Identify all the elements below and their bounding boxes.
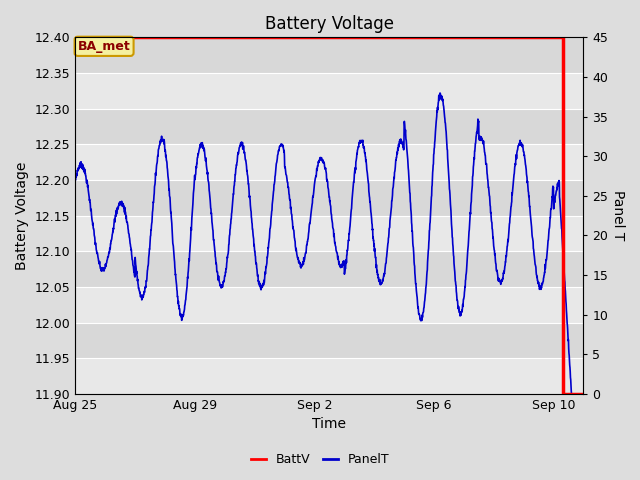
Text: BA_met: BA_met	[77, 40, 131, 53]
Bar	[75, 37, 584, 73]
Bar	[75, 108, 584, 144]
Legend: BattV, PanelT: BattV, PanelT	[246, 448, 394, 471]
Bar	[75, 358, 584, 394]
Bar	[75, 323, 584, 358]
X-axis label: Time: Time	[312, 418, 346, 432]
Bar	[75, 180, 584, 216]
Bar	[75, 144, 584, 180]
Y-axis label: Panel T: Panel T	[611, 191, 625, 241]
Bar	[75, 252, 584, 287]
Bar	[75, 73, 584, 108]
Bar	[75, 287, 584, 323]
Bar	[75, 216, 584, 252]
Y-axis label: Battery Voltage: Battery Voltage	[15, 161, 29, 270]
Title: Battery Voltage: Battery Voltage	[265, 15, 394, 33]
